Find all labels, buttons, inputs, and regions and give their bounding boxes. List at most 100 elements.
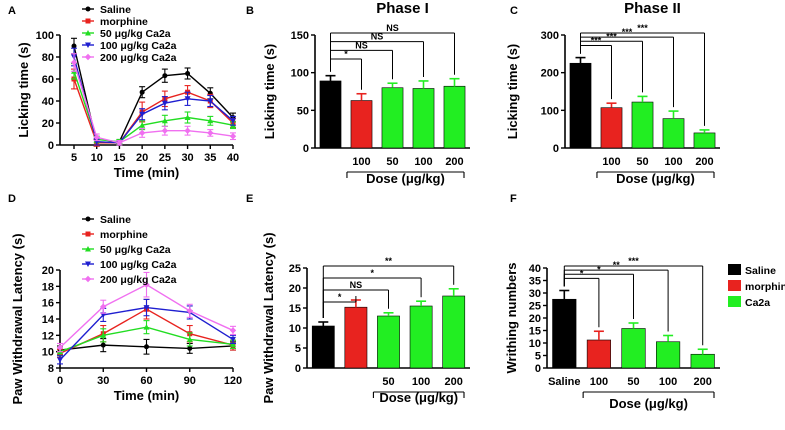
A-data-point	[85, 6, 91, 12]
B-category-label: 200	[445, 156, 463, 168]
F-legend-label: morphine	[745, 281, 785, 293]
A-data-point	[184, 127, 191, 134]
D-data-point	[143, 305, 150, 311]
C-category-label: 200	[695, 156, 713, 168]
D-x-tick-label: 0	[57, 375, 63, 387]
A-data-point	[184, 96, 191, 102]
D-y-tick-label: 12	[42, 330, 54, 342]
A-data-point	[71, 43, 77, 49]
F-dose-label: Dose (μg/kg)	[609, 396, 688, 411]
F-y-tick-label: 20	[529, 313, 541, 325]
D-x-tick-label: 120	[224, 375, 242, 387]
A-series-line	[73, 56, 234, 144]
D-y-tick-label: 10	[42, 347, 54, 359]
D-legend-label: 200 μg/kg Ca2a	[100, 274, 177, 286]
F-y-tick-label: 10	[529, 338, 541, 350]
F-legend-swatch	[728, 280, 741, 291]
A-data-point	[230, 118, 236, 124]
D-y-axis-label: Paw Withdrawal Latency (s)	[10, 233, 25, 404]
panel-letter-E: E	[246, 193, 253, 205]
D-data-point	[57, 357, 63, 363]
A-data-point	[161, 100, 168, 107]
A-y-tick-label: 80	[42, 52, 54, 64]
F-sig-label: **	[613, 260, 621, 270]
panel-letter-D: D	[8, 193, 16, 205]
C-sig-label: ***	[606, 31, 617, 41]
A-data-point	[139, 111, 146, 118]
C-bar	[631, 101, 654, 149]
A-series-line	[73, 71, 234, 143]
A-legend-label: morphine	[100, 16, 148, 28]
C-y-tick-label: 200	[541, 68, 559, 80]
E-bar	[442, 295, 466, 369]
A-y-tick-label: 0	[48, 140, 54, 152]
D-data-point	[84, 275, 92, 283]
B-y-tick-label: 100	[291, 68, 309, 80]
B-sig-label: NS	[355, 40, 368, 50]
C-category-label: 100	[664, 156, 682, 168]
panel-A: A 0 20 40 60 80 100 Licking time (s) 5 10 15 20 25 30…	[8, 4, 239, 180]
A-x-tick-label: 20	[136, 152, 148, 164]
A-x-tick-label: 25	[159, 152, 171, 164]
B-y-tick-label: 150	[291, 30, 309, 42]
panel-letter-A: A	[8, 5, 16, 17]
C-title: Phase II	[624, 0, 681, 17]
E-sig-label: NS	[350, 280, 363, 290]
F-bar	[690, 353, 715, 369]
F-legend-swatch	[728, 296, 741, 307]
F-sig-label: ***	[628, 256, 639, 266]
A-data-point	[229, 133, 237, 140]
E-dose-label: Dose (μg/kg)	[379, 390, 458, 405]
D-data-point	[230, 341, 236, 347]
C-bar	[662, 118, 685, 149]
F-y-tick-label: 40	[529, 263, 541, 275]
B-y-axis-label: Licking time (s)	[262, 44, 277, 139]
E-bar	[409, 305, 433, 369]
E-y-tick-label: 25	[289, 263, 301, 275]
D-data-point	[85, 231, 91, 237]
A-data-point	[85, 42, 91, 48]
F-category-label: Saline	[548, 376, 580, 388]
D-y-tick-label: 8	[48, 363, 54, 375]
A-y-tick-label: 60	[42, 74, 54, 86]
A-data-point	[185, 71, 191, 76]
C-y-tick-label: 0	[553, 143, 559, 155]
B-category-label: 50	[386, 156, 398, 168]
B-y-tick-label: 50	[297, 105, 309, 117]
panel-B: B Phase I 0 50 100 150 Licking time (s) 100 50 10…	[246, 0, 470, 186]
A-data-point	[84, 53, 92, 61]
B-sig-label: *	[344, 49, 348, 59]
A-x-tick-label: 35	[204, 152, 216, 164]
D-y-tick-label: 18	[42, 281, 54, 293]
A-data-point	[93, 134, 100, 141]
E-category-label: 100	[412, 376, 430, 388]
E-category-label: 200	[445, 376, 463, 388]
A-series-line	[73, 62, 234, 144]
A-x-axis-label: Time (min)	[114, 165, 180, 180]
A-x-tick-label: 10	[91, 152, 103, 164]
D-x-tick-label: 30	[97, 375, 109, 387]
A-data-point	[139, 122, 146, 128]
A-data-point	[116, 139, 123, 146]
C-y-axis-label: Licking time (s)	[505, 44, 520, 139]
F-y-tick-label: 15	[529, 326, 541, 338]
D-x-axis-label: Time (min)	[114, 388, 180, 403]
F-bar	[586, 339, 611, 369]
A-x-tick-label: 40	[227, 152, 239, 164]
A-x-tick-label: 30	[181, 152, 193, 164]
F-y-tick-label: 35	[529, 276, 541, 288]
C-bar	[600, 107, 623, 149]
E-y-axis-label: Paw Withdrawal Latency (s)	[261, 232, 276, 403]
B-sig-label: NS	[386, 23, 399, 33]
C-y-tick-label: 300	[541, 30, 559, 42]
D-y-tick-label: 16	[42, 298, 54, 310]
C-sig-label: ***	[622, 27, 633, 37]
A-y-axis-label: Licking time (s)	[16, 42, 31, 137]
D-data-point	[85, 261, 91, 267]
D-x-tick-label: 60	[140, 375, 152, 387]
B-dose-label: Dose (μg/kg)	[366, 171, 445, 186]
F-category-label: 100	[590, 376, 608, 388]
C-y-tick-label: 100	[541, 105, 559, 117]
D-data-point	[143, 324, 150, 330]
